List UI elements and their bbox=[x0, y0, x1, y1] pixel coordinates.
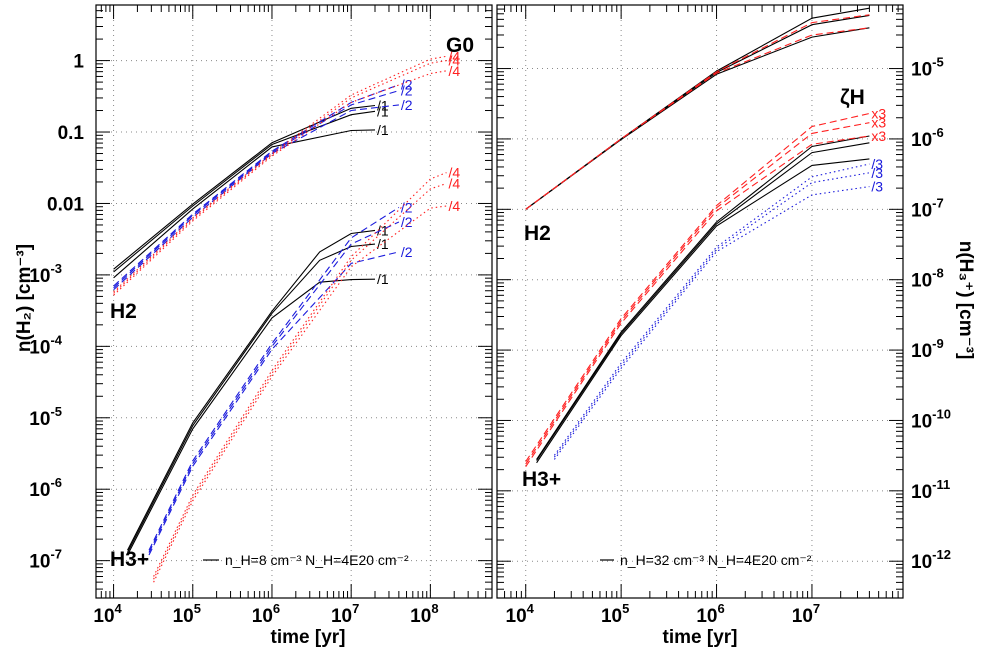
x-tick-label: 107 bbox=[792, 601, 820, 627]
series-end-label: /1 bbox=[377, 271, 389, 287]
series-line-h3plus-black bbox=[127, 278, 376, 556]
series-line-h3plus-black bbox=[536, 158, 870, 464]
series-line-h2-black bbox=[525, 7, 870, 210]
series-line-h2-blue bbox=[113, 90, 400, 289]
series-end-label: /2 bbox=[401, 199, 413, 215]
series-line-h2-black bbox=[525, 27, 870, 210]
series-line-h2-red bbox=[525, 14, 870, 210]
series-line-h2-black bbox=[113, 129, 376, 279]
x-tick-label: 107 bbox=[331, 601, 359, 627]
x-tick-label: 106 bbox=[252, 601, 280, 627]
series-line-h2-red bbox=[113, 70, 447, 296]
left-x-axis-label: time [yr] bbox=[271, 627, 346, 648]
series-line-h3plus-blue bbox=[148, 251, 400, 556]
series-end-label: /1 bbox=[377, 236, 389, 252]
y-tick-label: 0.01 bbox=[47, 194, 84, 215]
series-end-label: /1 bbox=[377, 222, 389, 238]
series-line-h3plus-blue bbox=[148, 221, 400, 553]
series-line-h2-black bbox=[113, 104, 376, 270]
series-line-h3plus-red bbox=[525, 135, 870, 468]
series-line-h2-black bbox=[113, 110, 376, 273]
y-tick-label: 10-12 bbox=[911, 547, 951, 573]
y-tick-label: 0.1 bbox=[58, 123, 85, 144]
series-line-h3plus-blue bbox=[148, 206, 400, 551]
series-end-label: /1 bbox=[377, 98, 389, 114]
y-tick-label: 10-5 bbox=[911, 55, 944, 81]
series-line-h3plus-red bbox=[153, 182, 447, 580]
right-x-axis-label: time [yr] bbox=[663, 627, 738, 648]
series-end-label: /2 bbox=[401, 77, 413, 93]
series-end-label: /2 bbox=[401, 244, 413, 260]
series-line-h2-red bbox=[525, 27, 870, 210]
series-end-label: /2 bbox=[401, 97, 413, 113]
series-line-h2-blue bbox=[113, 104, 399, 291]
series-line-h3plus-blue bbox=[553, 163, 870, 456]
series-line-h3plus-black bbox=[127, 229, 376, 551]
left-param-header: G0 bbox=[446, 34, 474, 57]
y-tick-label: 10-7 bbox=[911, 195, 944, 221]
right-species-h2-label: H2 bbox=[524, 222, 551, 245]
series-line-h2-red bbox=[113, 60, 447, 294]
x-tick-label: 108 bbox=[410, 601, 438, 627]
left-species-h3plus-label: H3+ bbox=[110, 548, 149, 571]
x-tick-label: 104 bbox=[93, 601, 122, 627]
x-tick-label: 104 bbox=[506, 601, 535, 627]
series-end-label: /4 bbox=[449, 176, 461, 192]
y-tick-label: 10-5 bbox=[29, 404, 62, 430]
x-tick-label: 106 bbox=[696, 601, 724, 627]
left-legend-text: n_H=8 cm⁻³ N_H=4E20 cm⁻² bbox=[225, 552, 409, 568]
y-tick-label: 10-7 bbox=[29, 547, 62, 573]
series-line-h3plus-black bbox=[127, 243, 376, 553]
series-line-h3plus-black bbox=[536, 142, 870, 461]
series-end-label: /2 bbox=[401, 214, 413, 230]
right-param-header: ζH bbox=[840, 86, 865, 109]
series-end-label: /4 bbox=[449, 165, 461, 181]
series-end-label: /3 bbox=[871, 165, 883, 181]
y-tick-label: 1 bbox=[73, 52, 84, 73]
y-tick-label: 10-6 bbox=[29, 475, 62, 501]
plot-frame bbox=[95, 4, 493, 599]
series-end-label: /4 bbox=[449, 63, 461, 79]
series-end-label: /4 bbox=[449, 53, 461, 69]
series-line-h2-blue bbox=[113, 84, 400, 287]
series-line-h3plus-red bbox=[525, 122, 870, 465]
series-end-label: /3 bbox=[871, 179, 883, 195]
y-tick-label: 10-4 bbox=[29, 332, 62, 358]
y-tick-label: 10-3 bbox=[29, 261, 62, 287]
right-y-axis-label: n(H₃⁺) [cm⁻³] bbox=[955, 241, 976, 360]
y-tick-label: 10-11 bbox=[911, 477, 950, 503]
series-end-label: /1 bbox=[377, 122, 389, 138]
series-line-h3plus-blue bbox=[553, 172, 870, 458]
series-line-h2-black bbox=[525, 14, 870, 210]
y-tick-label: 10-9 bbox=[911, 336, 944, 362]
series-end-label: /4 bbox=[449, 198, 461, 214]
series-line-h3plus-black bbox=[536, 135, 870, 460]
series-end-label: /4 bbox=[449, 48, 461, 64]
series-end-label: /3 bbox=[871, 156, 883, 172]
x-tick-label: 105 bbox=[601, 601, 629, 627]
right-legend-text: n_H=32 cm⁻³ N_H=4E20 cm⁻² bbox=[620, 552, 812, 568]
series-line-h3plus-red bbox=[153, 172, 447, 577]
series-end-label: x3 bbox=[871, 105, 886, 121]
series-line-h2-red bbox=[113, 55, 447, 293]
right-species-h3plus-label: H3+ bbox=[522, 468, 561, 491]
series-line-h3plus-red bbox=[525, 112, 870, 462]
left-panel: 104 105 106 107 108 10-7 10-6 10-5 10-4 10-3 0.01 0… bbox=[29, 4, 493, 627]
left-species-h2-label: H2 bbox=[110, 300, 137, 323]
series-end-label: x3 bbox=[871, 128, 886, 144]
series-end-label: /1 bbox=[377, 103, 389, 119]
y-tick-label: 10-8 bbox=[911, 266, 944, 292]
right-panel: 104 105 106 107 10-12 10-11 10-10 10-9 10-8 10-7 1… bbox=[496, 4, 951, 627]
series-line-h3plus-red bbox=[153, 205, 447, 583]
series-end-label: x3 bbox=[871, 115, 886, 131]
left-y-axis-label: n(H₂) [cm⁻³] bbox=[14, 244, 35, 352]
y-tick-label: 10-10 bbox=[911, 406, 951, 432]
series-end-label: /2 bbox=[401, 83, 413, 99]
x-tick-label: 105 bbox=[173, 601, 201, 627]
y-tick-label: 10-6 bbox=[911, 125, 944, 151]
plot-frame bbox=[496, 4, 904, 599]
